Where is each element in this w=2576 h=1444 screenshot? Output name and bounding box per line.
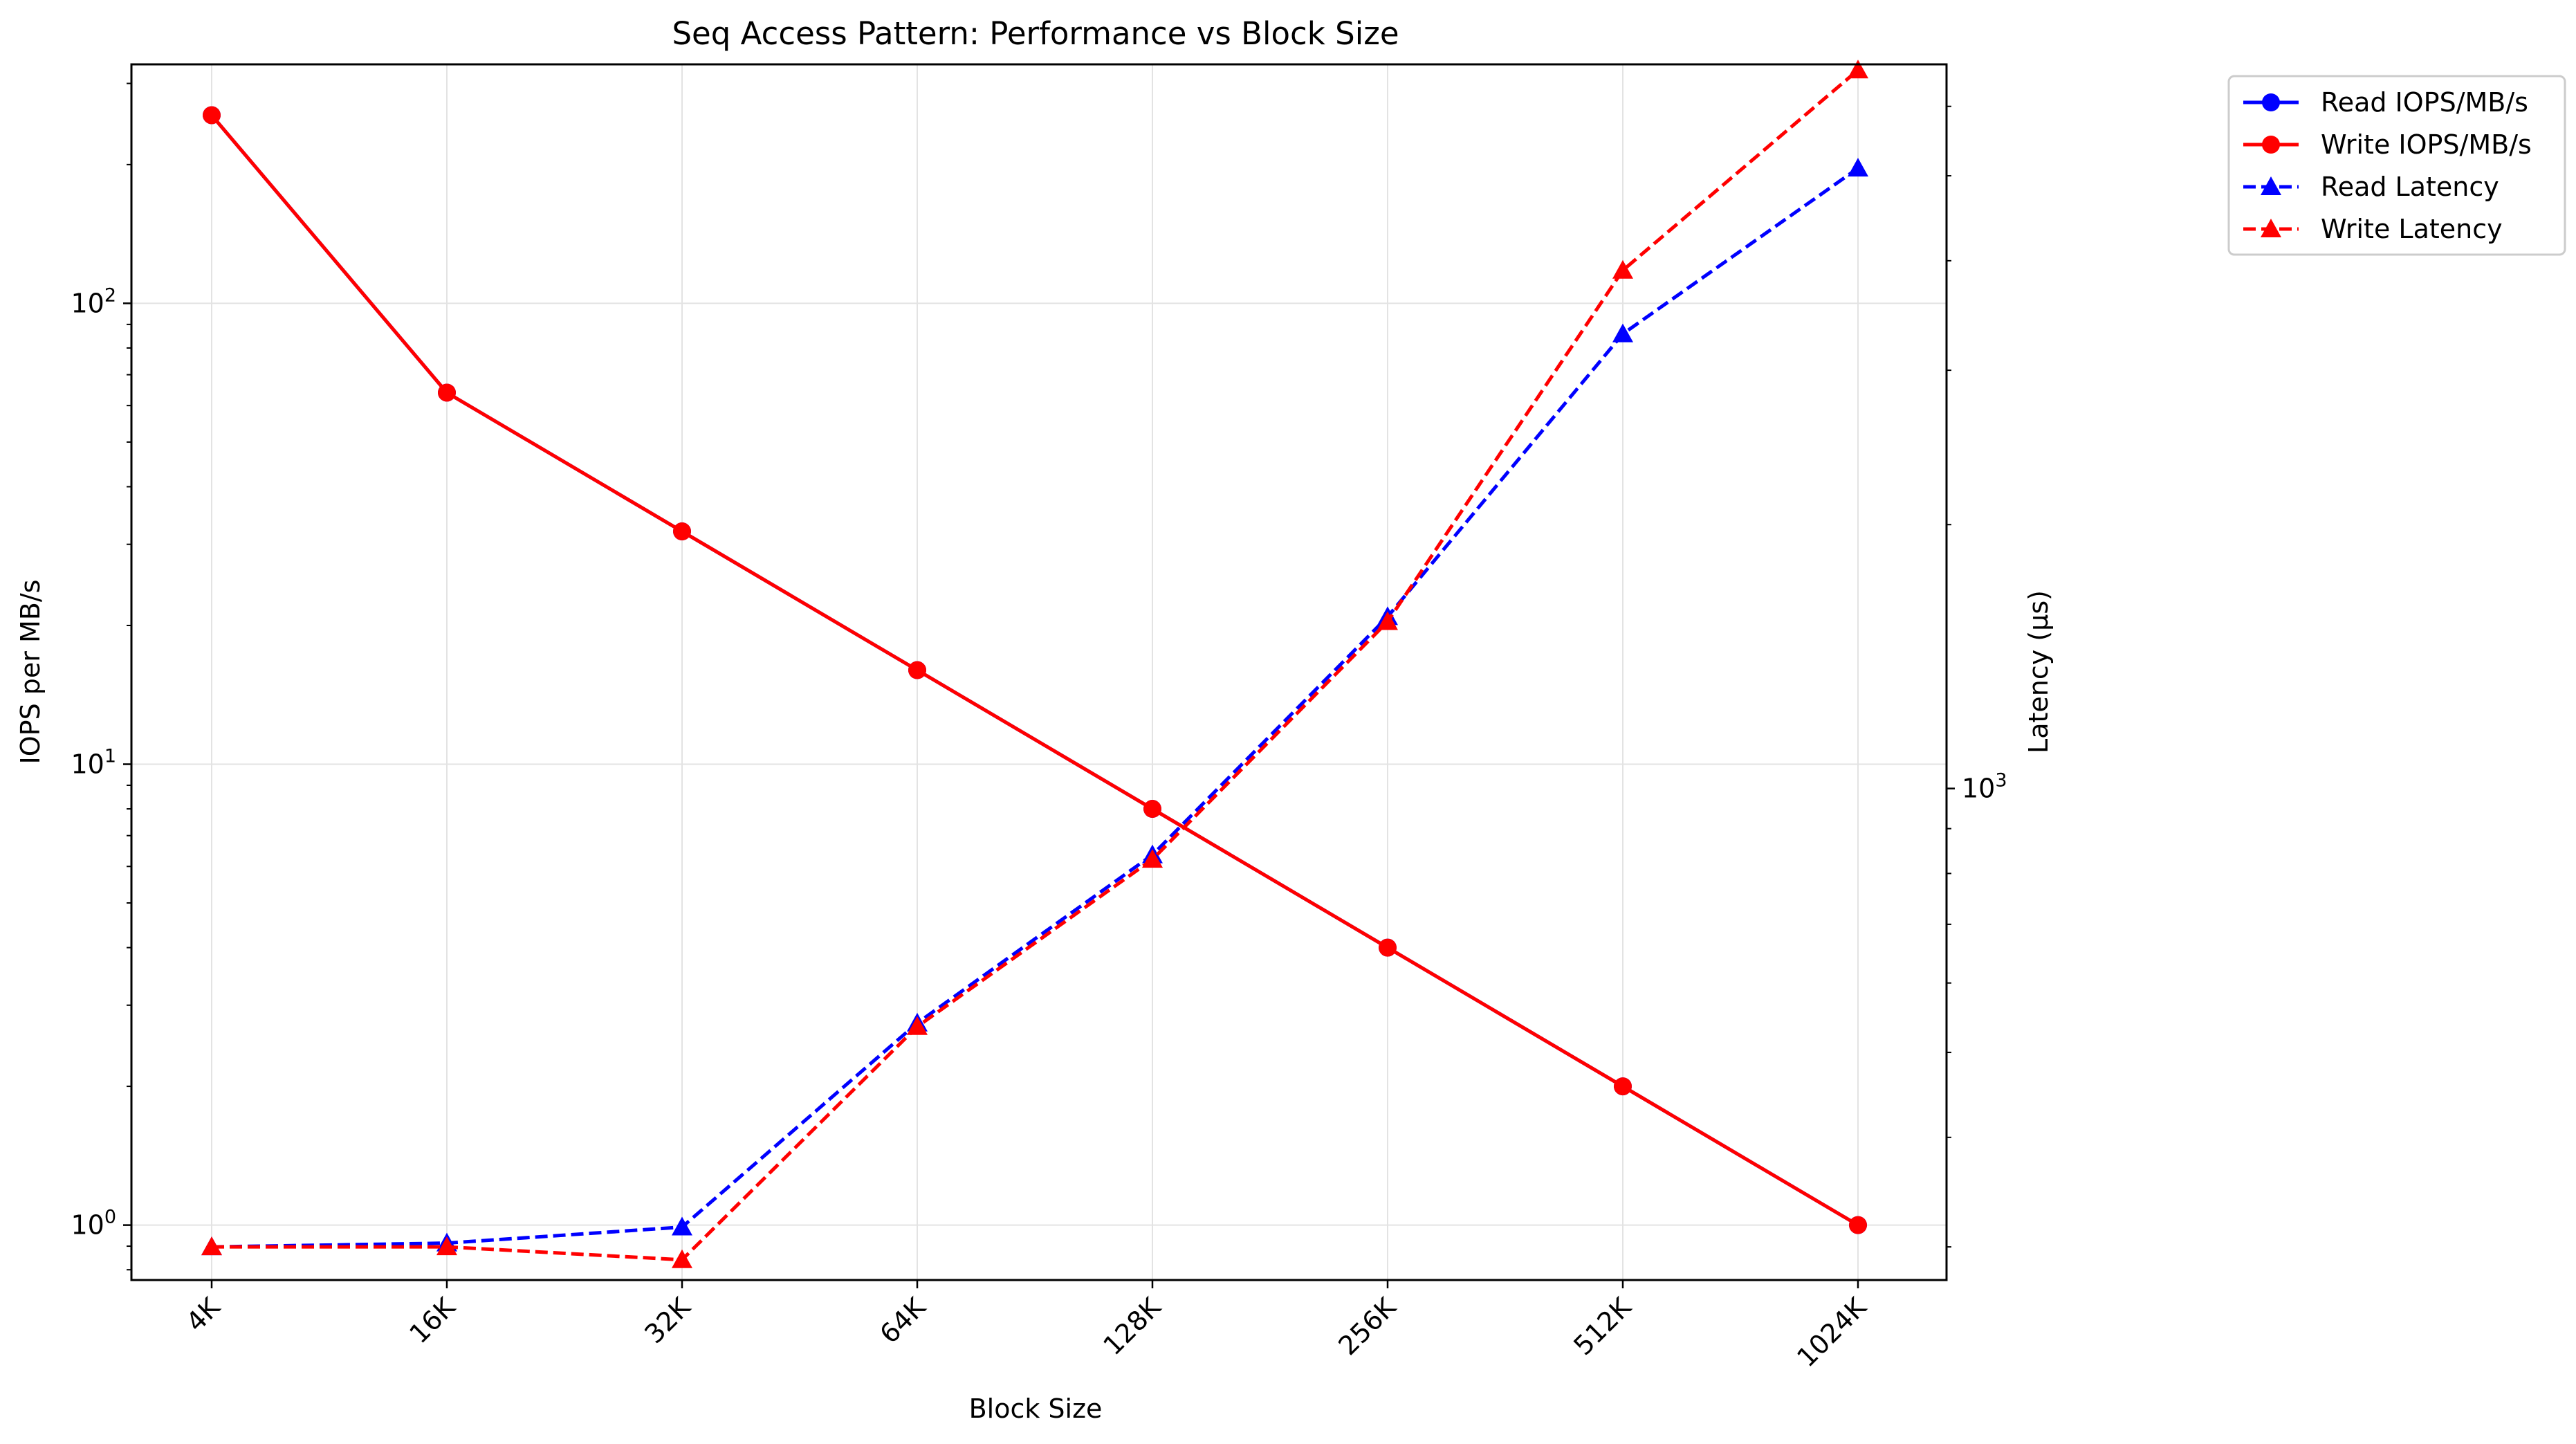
series-line (212, 68, 1859, 1262)
data-point (672, 1249, 692, 1268)
grid (131, 64, 1947, 1280)
data-point (1849, 1216, 1867, 1234)
data-point (1142, 849, 1163, 868)
data-point (1614, 1077, 1632, 1096)
chart-title: Seq Access Pattern: Performance vs Block… (672, 15, 1399, 52)
legend-marker (2261, 176, 2281, 195)
data-point (673, 522, 691, 541)
series-layer (201, 60, 1868, 1268)
legend-marker (2262, 136, 2280, 154)
legend-item: Write IOPS/MB/s (2243, 129, 2532, 160)
data-point (672, 1216, 692, 1236)
data-point (1848, 158, 1868, 177)
data-point (201, 1236, 222, 1256)
data-point (438, 383, 456, 402)
plot-frame (130, 63, 1948, 1281)
data-point (1612, 259, 1633, 279)
data-point (436, 1236, 457, 1256)
x-axis-label: Block Size (969, 1393, 1103, 1424)
data-point (1379, 938, 1397, 957)
y-left-tick-label: 102 (71, 284, 116, 318)
legend-item: Read IOPS/MB/s (2243, 87, 2528, 118)
legend-box (2227, 75, 2566, 256)
series-line (210, 113, 1859, 1227)
y-right-tick-label: 103 (1962, 770, 2007, 804)
data-point (907, 1016, 928, 1035)
legend: Read IOPS/MB/s Write IOPS/MB/s Read Latenc… (2227, 75, 2566, 256)
data-point (1143, 800, 1161, 819)
data-point (203, 106, 221, 125)
legend-label: Read IOPS/MB/s (2321, 87, 2528, 118)
legend-marker (2261, 219, 2281, 237)
legend-item: Write Latency (2243, 214, 2503, 244)
legend-label: Write IOPS/MB/s (2321, 129, 2532, 160)
series-line (211, 167, 1859, 1249)
data-point (1377, 611, 1398, 630)
series-write-iops-mb-s (203, 106, 1867, 1234)
legend-label: Read Latency (2321, 172, 2499, 202)
y-axis-right-label: Latency (µs) (2023, 590, 2054, 753)
legend-label: Write Latency (2321, 214, 2503, 244)
y-axis-left-label: IOPS per MB/s (15, 580, 46, 765)
legend-marker (2262, 93, 2280, 111)
y-left-tick-label: 100 (71, 1207, 116, 1241)
data-point (1612, 323, 1633, 342)
legend-items: Read IOPS/MB/s Write IOPS/MB/s Read Latenc… (2243, 87, 2532, 244)
legend-item: Read Latency (2243, 172, 2499, 202)
data-point (908, 661, 926, 679)
series-write-latency (201, 60, 1868, 1268)
data-point (1848, 60, 1868, 79)
y-left-tick-label: 101 (71, 745, 116, 779)
